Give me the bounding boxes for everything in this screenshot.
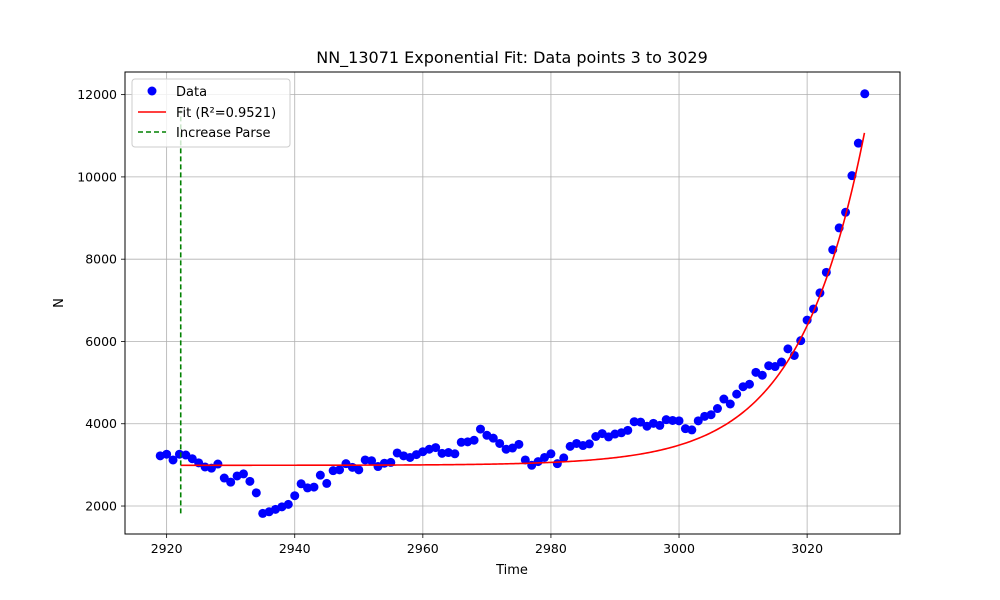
data-point (219, 473, 229, 483)
data-point (431, 443, 441, 453)
legend-fit-label: Fit (R²=0.9521) (176, 106, 276, 121)
x-tick-label: 2960 (407, 541, 439, 556)
x-tick-label: 3020 (791, 541, 823, 556)
data-point (226, 477, 236, 487)
legend-increase-label: Increase Parse (176, 126, 271, 141)
data-point (469, 435, 479, 445)
x-tick-label: 2980 (535, 541, 567, 556)
data-point (732, 389, 742, 399)
data-point (559, 453, 569, 463)
data-point (296, 479, 306, 489)
data-point (495, 438, 505, 448)
y-tick-label: 12000 (77, 87, 117, 102)
data-point (783, 344, 793, 354)
data-point (238, 469, 248, 479)
data-point (777, 357, 787, 367)
data-point (322, 478, 332, 488)
legend-box (131, 78, 291, 148)
data-point (187, 454, 197, 464)
data-point (668, 415, 678, 425)
fit-line (180, 132, 866, 467)
gridlines (125, 72, 900, 534)
plot-frame (124, 71, 901, 535)
data-point (770, 362, 780, 372)
y-tick-label: 2000 (85, 499, 117, 514)
data-point (514, 439, 524, 449)
data-point (367, 456, 377, 466)
y-tick-label: 6000 (85, 334, 117, 349)
y-tick-label: 10000 (77, 169, 117, 184)
data-point (309, 482, 319, 492)
data-point (290, 491, 300, 501)
axis-ticks: 2920 2940 2960 2980 3000 3020 2000 4000 6000 8000… (77, 87, 823, 556)
data-point (712, 404, 722, 414)
data-point (488, 433, 498, 443)
data-point (693, 416, 703, 426)
x-axis-label: Time (495, 563, 528, 578)
y-tick-label: 8000 (85, 252, 117, 267)
data-point (283, 499, 293, 509)
data-point (725, 399, 735, 409)
chart-title: NN_13071 Exponential Fit: Data points 3 … (316, 48, 708, 68)
x-tick-label: 2920 (151, 541, 183, 556)
data-point (162, 449, 172, 459)
data-point (860, 89, 870, 99)
data-point (655, 420, 665, 430)
data-point (245, 476, 255, 486)
data-point (315, 470, 325, 480)
data-point (251, 488, 261, 498)
data-point (584, 439, 594, 449)
data-point (674, 416, 684, 426)
y-axis-label: N (52, 298, 67, 308)
data-point (354, 465, 364, 475)
data-point (687, 425, 697, 435)
x-tick-label: 2940 (279, 541, 311, 556)
y-tick-label: 4000 (85, 416, 117, 431)
data-point (623, 425, 633, 435)
data-point (213, 459, 223, 469)
data-point (757, 370, 767, 380)
series-layer (155, 89, 870, 518)
data-point (853, 138, 863, 148)
data-point (629, 417, 639, 427)
data-point (533, 457, 543, 467)
data-point (335, 465, 345, 475)
data-point (520, 455, 530, 465)
data-point (168, 455, 178, 465)
data-point (546, 449, 556, 459)
data-point (636, 417, 646, 427)
data-point (719, 394, 729, 404)
data-point (475, 424, 485, 434)
legend-data-label: Data (176, 85, 207, 100)
legend-data-marker (147, 86, 157, 96)
data-point (744, 379, 754, 389)
x-tick-label: 3000 (663, 541, 695, 556)
data-point (450, 449, 460, 459)
legend: Data Fit (R²=0.9521) Increase Parse (131, 78, 291, 148)
data-point (706, 410, 716, 420)
data-point (456, 437, 466, 447)
